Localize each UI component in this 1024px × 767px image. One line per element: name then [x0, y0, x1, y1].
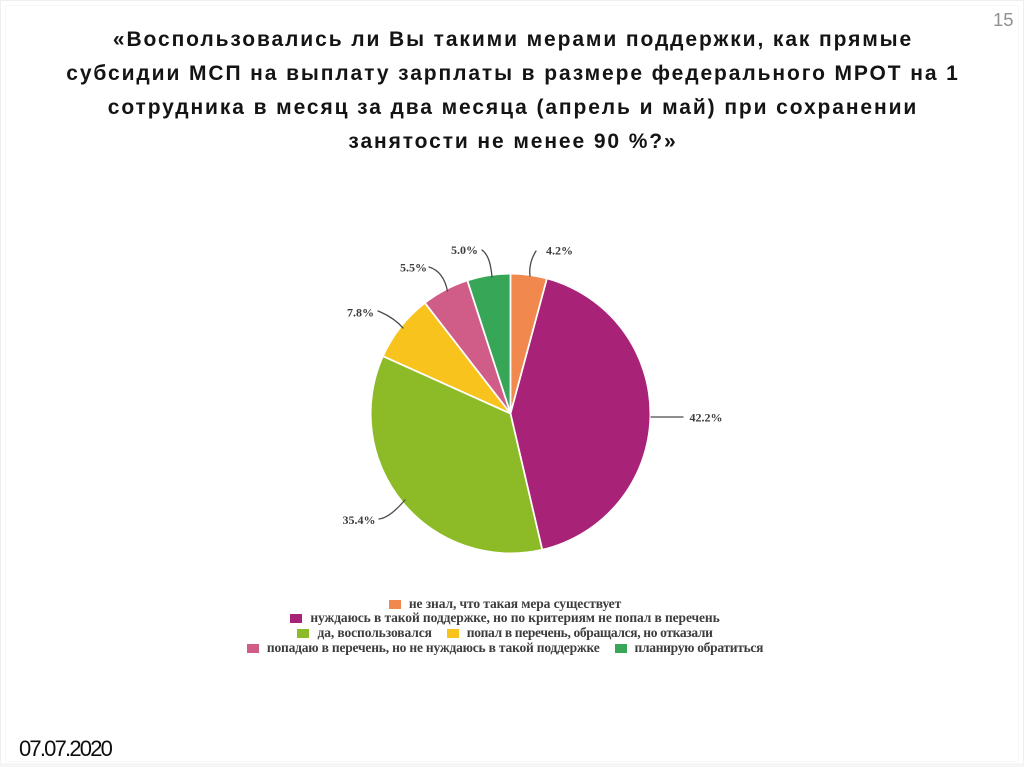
svg-text:7.8%: 7.8%: [347, 306, 374, 320]
svg-text:5.0%: 5.0%: [451, 243, 478, 257]
svg-text:5.5%: 5.5%: [400, 261, 427, 275]
svg-text:35.4%: 35.4%: [343, 513, 376, 527]
svg-text:42.2%: 42.2%: [690, 411, 723, 425]
svg-text:4.2%: 4.2%: [546, 244, 573, 258]
